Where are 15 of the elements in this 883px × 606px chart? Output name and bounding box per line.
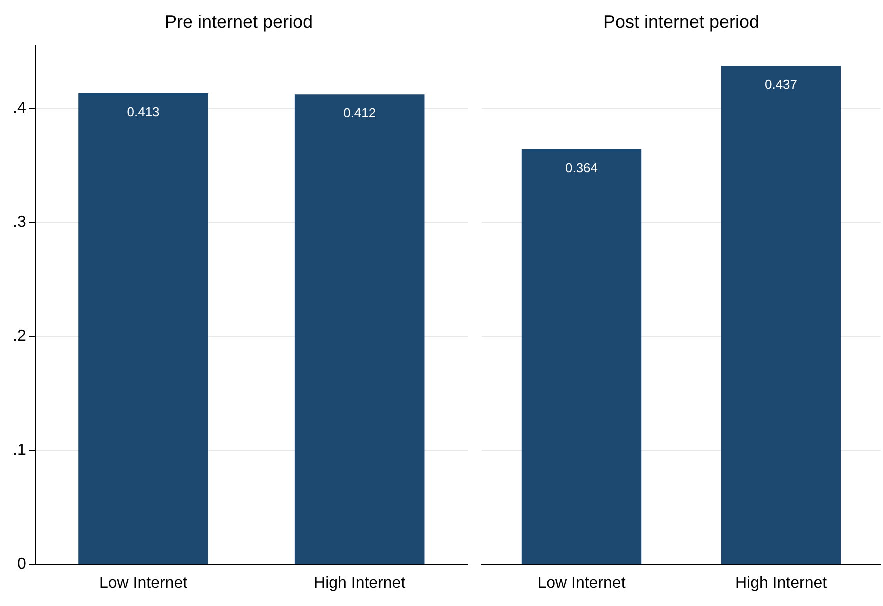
x-tick-label: High Internet — [735, 574, 828, 592]
data-label: 0.412 — [344, 106, 376, 121]
x-tick-label: High Internet — [314, 574, 406, 592]
x-tick-label: Low Internet — [99, 574, 188, 592]
y-tick-label: .2 — [13, 328, 26, 345]
data-label: 0.364 — [565, 160, 598, 176]
chart-title: Post internet period — [603, 12, 760, 32]
data-label: 0.437 — [764, 77, 798, 92]
chart-title: Pre internet period — [164, 12, 314, 32]
y-tick-label: .3 — [13, 214, 26, 231]
x-tick-label: Low Internet — [538, 574, 626, 592]
y-tick-label: .4 — [13, 100, 26, 117]
data-label: 0.413 — [127, 104, 160, 120]
y-tick-label: .1 — [13, 442, 26, 460]
y-tick-label: 0 — [17, 556, 26, 574]
